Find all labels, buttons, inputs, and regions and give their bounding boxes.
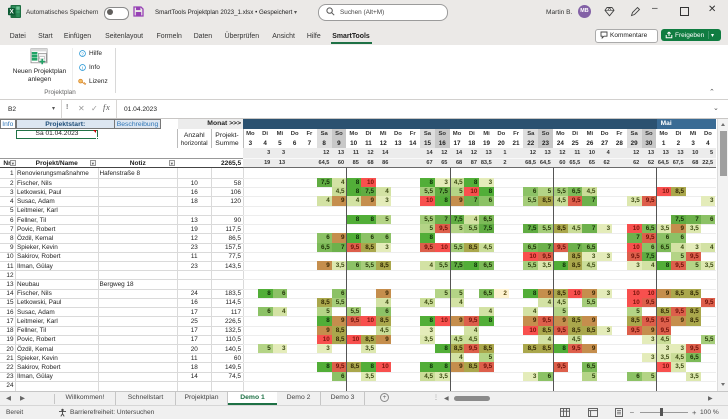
svg-text:i: i [81, 65, 83, 71]
svg-text:?: ? [81, 51, 84, 57]
svg-text:X: X [9, 9, 14, 16]
